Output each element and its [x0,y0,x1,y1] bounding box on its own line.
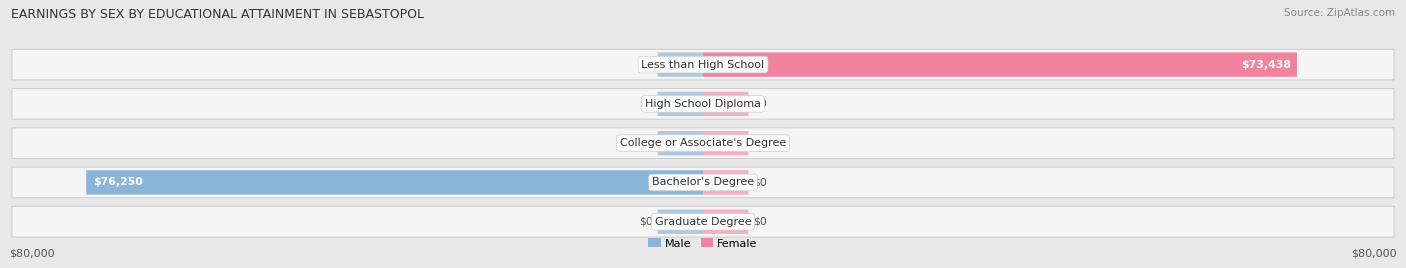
Text: $73,438: $73,438 [1240,59,1291,70]
Text: $0: $0 [754,99,768,109]
Text: $0: $0 [754,138,768,148]
Legend: Male, Female: Male, Female [644,234,762,253]
Text: $0: $0 [754,217,768,227]
Text: Source: ZipAtlas.com: Source: ZipAtlas.com [1284,8,1395,18]
FancyBboxPatch shape [703,53,1296,77]
Text: $0: $0 [638,217,652,227]
Text: $0: $0 [638,59,652,70]
FancyBboxPatch shape [11,88,1395,119]
FancyBboxPatch shape [11,206,1395,237]
Text: EARNINGS BY SEX BY EDUCATIONAL ATTAINMENT IN SEBASTOPOL: EARNINGS BY SEX BY EDUCATIONAL ATTAINMEN… [11,8,425,21]
FancyBboxPatch shape [703,131,748,155]
Text: Bachelor's Degree: Bachelor's Degree [652,177,754,187]
FancyBboxPatch shape [11,128,1395,158]
Text: Less than High School: Less than High School [641,59,765,70]
Text: $0: $0 [638,99,652,109]
FancyBboxPatch shape [658,210,703,234]
FancyBboxPatch shape [11,167,1395,198]
FancyBboxPatch shape [658,53,703,77]
Text: $0: $0 [638,138,652,148]
FancyBboxPatch shape [703,210,748,234]
Text: College or Associate's Degree: College or Associate's Degree [620,138,786,148]
FancyBboxPatch shape [11,49,1395,80]
FancyBboxPatch shape [703,170,748,195]
Text: $80,000: $80,000 [1351,248,1396,258]
Text: $80,000: $80,000 [10,248,55,258]
FancyBboxPatch shape [86,170,703,195]
FancyBboxPatch shape [658,131,703,155]
Text: $0: $0 [754,177,768,187]
FancyBboxPatch shape [658,92,703,116]
Text: $76,250: $76,250 [93,177,142,187]
FancyBboxPatch shape [703,92,748,116]
Text: High School Diploma: High School Diploma [645,99,761,109]
Text: Graduate Degree: Graduate Degree [655,217,751,227]
